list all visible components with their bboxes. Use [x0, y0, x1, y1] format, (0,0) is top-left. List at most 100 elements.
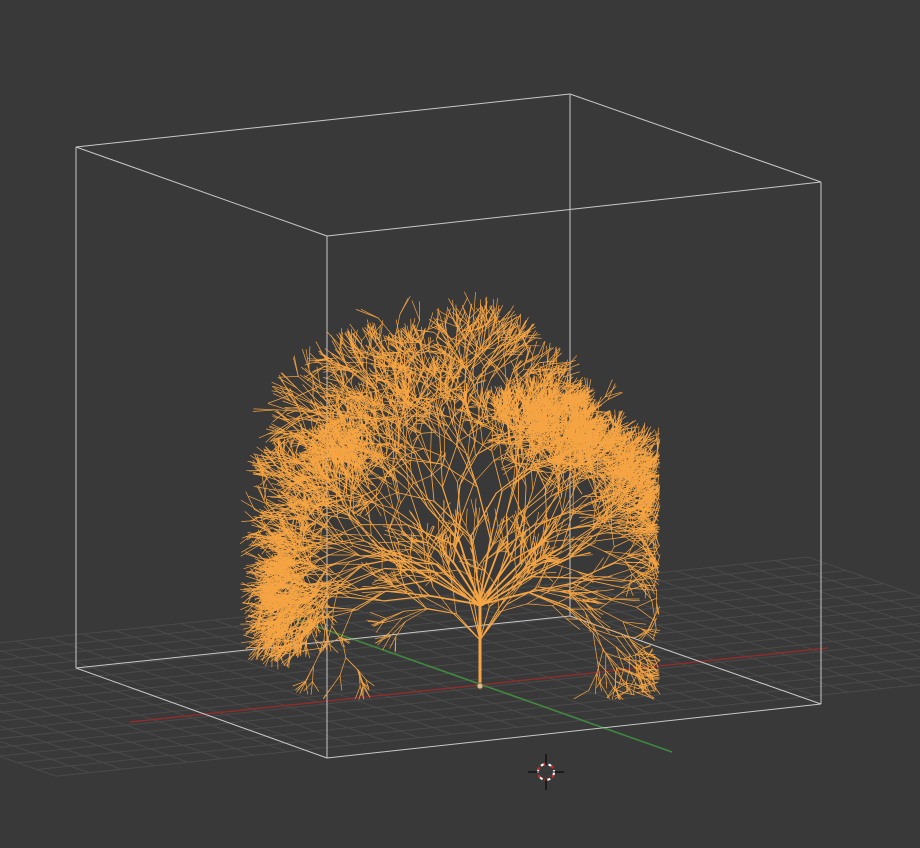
tree-branch [356, 590, 387, 611]
tree-branch [432, 570, 479, 606]
tree-branch [350, 518, 372, 537]
tree-branch [266, 553, 275, 564]
tree-branch [268, 534, 279, 544]
tree-branch [316, 613, 324, 623]
tree-branch [400, 325, 417, 343]
tree-branch [348, 476, 352, 496]
tree-branch [304, 642, 311, 659]
tree-branch [399, 296, 411, 315]
tree-branch [280, 532, 297, 534]
tree-branch [339, 462, 342, 478]
tree-branch [345, 462, 348, 477]
tree-branch [285, 508, 292, 518]
tree-branch [342, 474, 350, 495]
tree-branch [322, 578, 344, 586]
tree-branch [284, 624, 306, 633]
tree-branch [419, 431, 431, 463]
tree-object[interactable] [239, 291, 661, 700]
tree-branch [323, 537, 358, 547]
tree-branch [295, 646, 298, 658]
tree-branch [261, 598, 275, 602]
tree-branch [351, 479, 361, 496]
grid-line [17, 666, 920, 764]
tree-branch [276, 593, 289, 597]
tree-branch [261, 610, 277, 615]
tree-branch [299, 644, 301, 657]
tree-branch [245, 491, 255, 510]
tree-branch [252, 643, 261, 656]
tree-branch [436, 309, 455, 320]
tree-branch [273, 638, 283, 651]
tree-branch [358, 670, 361, 687]
tree-branch [330, 515, 352, 520]
tree-branch [289, 642, 304, 651]
tree-branch [296, 387, 316, 406]
tree-branch [257, 644, 268, 657]
tree-branch [300, 606, 324, 613]
tree-branch [357, 586, 394, 591]
tree-branch [330, 469, 347, 475]
tree-branch [272, 637, 284, 653]
tree-branch [319, 581, 347, 602]
tree-branch [358, 670, 364, 687]
tree-branch [295, 548, 312, 557]
tree-branch [348, 516, 365, 542]
tree-branch [362, 685, 371, 698]
tree-branch [378, 477, 392, 485]
tree-branch [267, 569, 276, 579]
tree-branch [460, 481, 475, 519]
tree-branch [283, 655, 293, 666]
tree-branch [322, 583, 353, 587]
tree-branch [287, 527, 304, 531]
tree-branch [250, 646, 263, 661]
tree-branch [240, 589, 255, 591]
tree-branch [442, 440, 459, 488]
tree-branch [272, 520, 282, 529]
tree-branch [333, 547, 361, 557]
tree-branch [323, 527, 338, 545]
tree-branch [253, 408, 278, 411]
tree-branch [273, 580, 289, 585]
tree-branch [275, 517, 287, 524]
tree-branch [301, 591, 315, 593]
tree-branch [360, 308, 379, 319]
tree-branch [473, 460, 494, 483]
tree-branch [293, 614, 306, 622]
tree-branch [380, 320, 384, 337]
tree-branch [268, 489, 280, 498]
tree-branch [323, 594, 330, 613]
tree-branch [357, 478, 370, 490]
tree-branch [312, 681, 320, 692]
tree-branch [312, 542, 334, 549]
tree-branch [336, 543, 361, 557]
tree-branch [380, 456, 385, 470]
tree-branch [287, 550, 298, 558]
tree-branch [282, 637, 296, 650]
tree-branch [323, 639, 328, 653]
grid-line [774, 560, 920, 613]
tree-branch [301, 559, 309, 573]
tree-branch [361, 461, 376, 471]
tree-branch [325, 526, 340, 542]
tree-branch [259, 614, 271, 619]
tree-branch [248, 646, 263, 660]
tree-branch [358, 685, 364, 700]
tree-branch [321, 603, 326, 625]
tree-branch [328, 639, 332, 651]
tree-branch [338, 636, 351, 641]
tree-branch [348, 494, 352, 518]
tree-branch [464, 291, 475, 313]
tree-branch [314, 639, 327, 648]
tree-branch [315, 581, 347, 599]
tree-branch [330, 472, 337, 494]
tree-branch [281, 655, 293, 664]
tree-branch [305, 665, 314, 682]
tree-branch [339, 540, 361, 557]
tree-branch [365, 679, 375, 687]
tree-branch [345, 657, 360, 671]
tree-branch [437, 450, 443, 463]
tree-branch [283, 521, 294, 534]
tree-branch [338, 636, 351, 643]
